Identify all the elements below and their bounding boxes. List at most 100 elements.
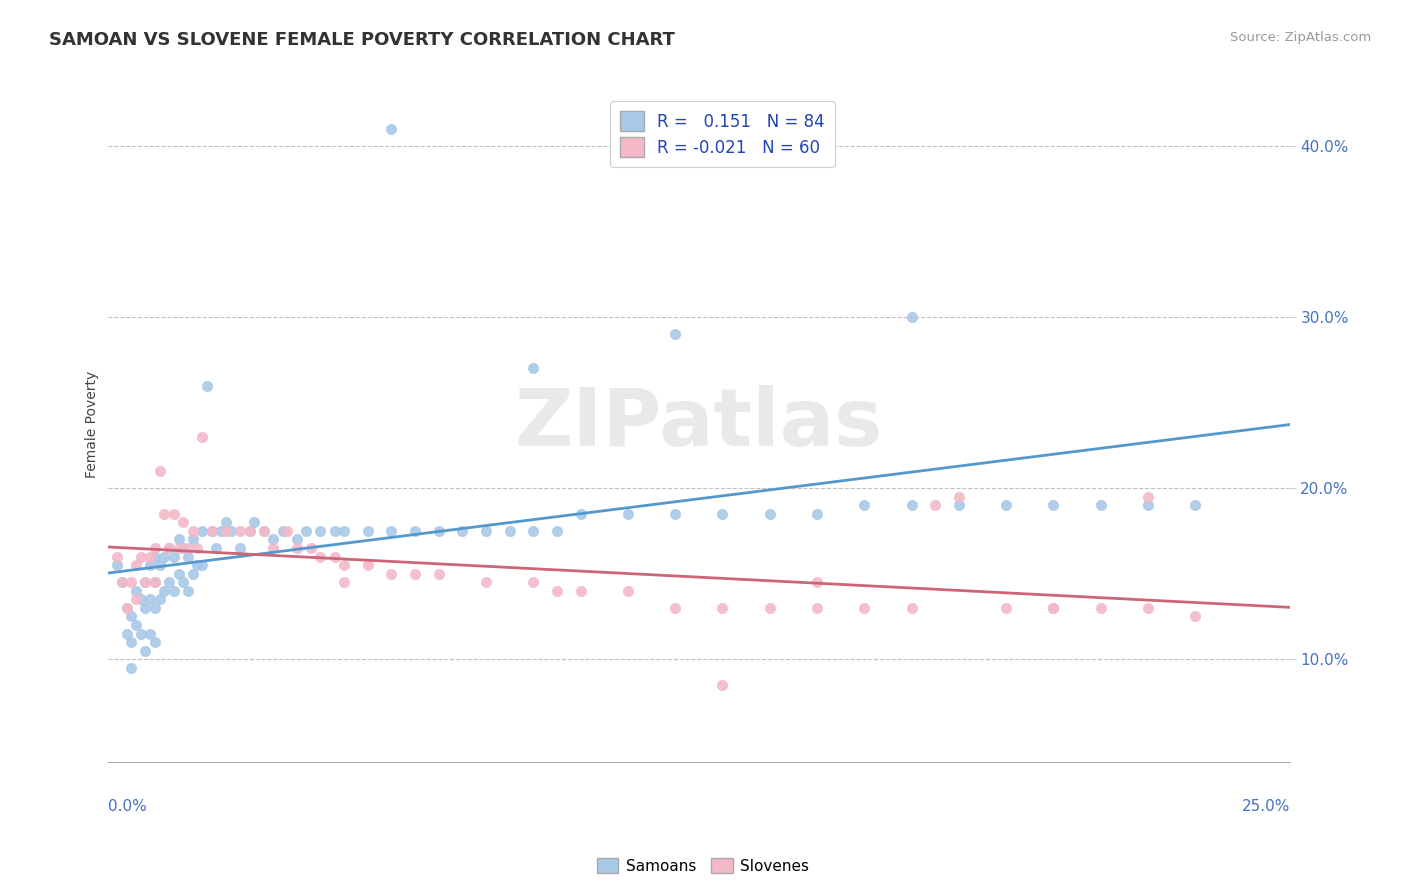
Point [149, 464, 172, 478]
Y-axis label: Female Poverty: Female Poverty [86, 370, 100, 478]
Point [323, 549, 346, 564]
Point [1042, 600, 1064, 615]
Point [201, 524, 224, 538]
Point [115, 600, 138, 615]
Point [1042, 498, 1064, 512]
Point [177, 583, 200, 598]
Text: ZIPatlas: ZIPatlas [515, 385, 883, 463]
Point [427, 524, 450, 538]
Text: SAMOAN VS SLOVENE FEMALE POVERTY CORRELATION CHART: SAMOAN VS SLOVENE FEMALE POVERTY CORRELA… [49, 31, 675, 49]
Point [143, 541, 166, 555]
Point [111, 575, 134, 590]
Point [163, 583, 186, 598]
Point [115, 600, 138, 615]
Point [153, 549, 176, 564]
Point [522, 575, 544, 590]
Point [617, 507, 640, 521]
Point [163, 507, 186, 521]
Text: 0.0%: 0.0% [108, 799, 146, 814]
Point [157, 541, 180, 555]
Point [205, 541, 228, 555]
Point [711, 507, 734, 521]
Point [177, 549, 200, 564]
Point [149, 592, 172, 607]
Point [167, 533, 190, 547]
Point [153, 507, 176, 521]
Point [181, 524, 204, 538]
Point [125, 618, 148, 632]
Point [617, 583, 640, 598]
Point [948, 490, 970, 504]
Point [181, 566, 204, 581]
Point [191, 524, 214, 538]
Point [758, 600, 780, 615]
Point [806, 600, 828, 615]
Point [243, 516, 266, 530]
Point [1137, 498, 1160, 512]
Point [262, 541, 284, 555]
Point [143, 549, 166, 564]
Point [143, 635, 166, 649]
Text: Source: ZipAtlas.com: Source: ZipAtlas.com [1230, 31, 1371, 45]
Point [853, 600, 876, 615]
Point [995, 600, 1018, 615]
Point [105, 549, 128, 564]
Point [177, 541, 200, 555]
Point [153, 583, 176, 598]
Point [569, 507, 592, 521]
Legend: R =   0.151   N = 84, R = -0.021   N = 60: R = 0.151 N = 84, R = -0.021 N = 60 [610, 102, 835, 167]
Point [380, 566, 402, 581]
Point [167, 566, 190, 581]
Point [853, 498, 876, 512]
Point [215, 524, 238, 538]
Point [134, 575, 156, 590]
Point [333, 558, 356, 573]
Point [191, 558, 214, 573]
Point [186, 558, 208, 573]
Point [427, 566, 450, 581]
Point [995, 498, 1018, 512]
Point [120, 635, 142, 649]
Point [285, 533, 308, 547]
Point [1184, 498, 1206, 512]
Point [276, 524, 298, 538]
Point [806, 575, 828, 590]
Point [139, 592, 162, 607]
Point [758, 507, 780, 521]
Point [498, 524, 520, 538]
Point [295, 524, 318, 538]
Point [172, 541, 194, 555]
Point [451, 524, 474, 538]
Point [129, 549, 152, 564]
Point [219, 524, 242, 538]
Point [125, 558, 148, 573]
Point [711, 678, 734, 692]
Point [900, 310, 922, 325]
Point [120, 575, 142, 590]
Point [309, 549, 332, 564]
Point [1184, 609, 1206, 624]
Point [201, 524, 224, 538]
Point [323, 524, 346, 538]
Point [134, 600, 156, 615]
Point [115, 626, 138, 640]
Point [139, 626, 162, 640]
Point [167, 541, 190, 555]
Point [546, 524, 568, 538]
Point [404, 524, 426, 538]
Point [157, 575, 180, 590]
Point [139, 549, 162, 564]
Point [1042, 600, 1064, 615]
Point [229, 541, 252, 555]
Point [711, 600, 734, 615]
Point [1137, 600, 1160, 615]
Point [181, 533, 204, 547]
Point [129, 592, 152, 607]
Point [900, 498, 922, 512]
Point [299, 541, 322, 555]
Point [134, 643, 156, 657]
Point [229, 524, 252, 538]
Point [333, 575, 356, 590]
Point [1137, 490, 1160, 504]
Point [172, 575, 194, 590]
